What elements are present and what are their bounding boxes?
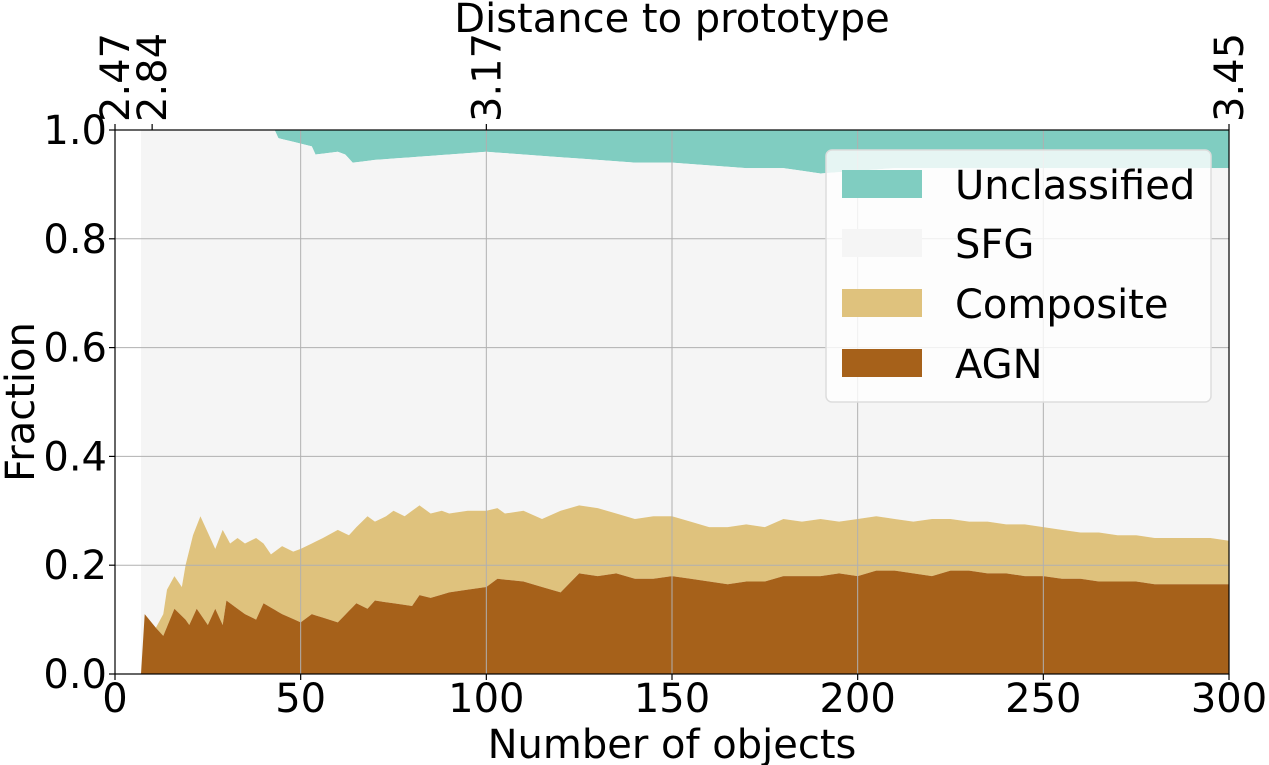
y-axis-ticks: 0.0 0.2 0.4 0.6 0.8 1.0 bbox=[43, 108, 115, 698]
top-tick-label: 2.84 bbox=[130, 33, 176, 122]
legend-label-sfg: SFG bbox=[955, 222, 1034, 268]
x-tick-label: 200 bbox=[819, 676, 895, 722]
y-tick-label: 0.4 bbox=[43, 434, 107, 480]
legend-label-unclassified: Unclassified bbox=[955, 163, 1195, 209]
y-tick-label: 1.0 bbox=[43, 108, 107, 154]
x-tick-label: 50 bbox=[275, 676, 326, 722]
y-axis-label: Fraction bbox=[0, 322, 44, 482]
y-tick-label: 0.0 bbox=[43, 652, 107, 698]
y-tick-label: 0.8 bbox=[43, 217, 107, 263]
top-tick-label: 2.47 bbox=[93, 33, 139, 122]
legend-label-composite: Composite bbox=[955, 282, 1168, 328]
legend-swatch-sfg bbox=[842, 229, 922, 257]
legend-label-agn: AGN bbox=[955, 342, 1043, 388]
x-axis-ticks: 0 50 100 150 200 250 300 bbox=[102, 674, 1267, 722]
x-axis-label: Number of objects bbox=[488, 722, 857, 765]
y-tick-label: 0.6 bbox=[43, 326, 107, 372]
top-tick-label: 3.45 bbox=[1207, 33, 1253, 122]
x-tick-label: 300 bbox=[1191, 676, 1267, 722]
area-composite bbox=[140, 505, 1230, 674]
legend-swatch-agn bbox=[842, 349, 922, 377]
top-axis-label: Distance to prototype bbox=[454, 0, 889, 42]
y-tick-label: 0.2 bbox=[43, 543, 107, 589]
legend-box bbox=[825, 149, 1212, 403]
legend-swatch-unclassified bbox=[842, 170, 922, 198]
legend-swatch-composite bbox=[842, 289, 922, 317]
top-axis-ticks: 2.472.84 3.17 3.45 bbox=[93, 33, 1253, 130]
x-tick-label: 150 bbox=[634, 676, 710, 722]
area-agn bbox=[140, 570, 1230, 674]
x-tick-label: 0 bbox=[102, 676, 127, 722]
top-tick-label: 3.17 bbox=[464, 33, 510, 122]
x-tick-label: 250 bbox=[1005, 676, 1081, 722]
legend: Unclassified SFG Composite AGN bbox=[825, 149, 1212, 403]
x-tick-label: 100 bbox=[448, 676, 524, 722]
